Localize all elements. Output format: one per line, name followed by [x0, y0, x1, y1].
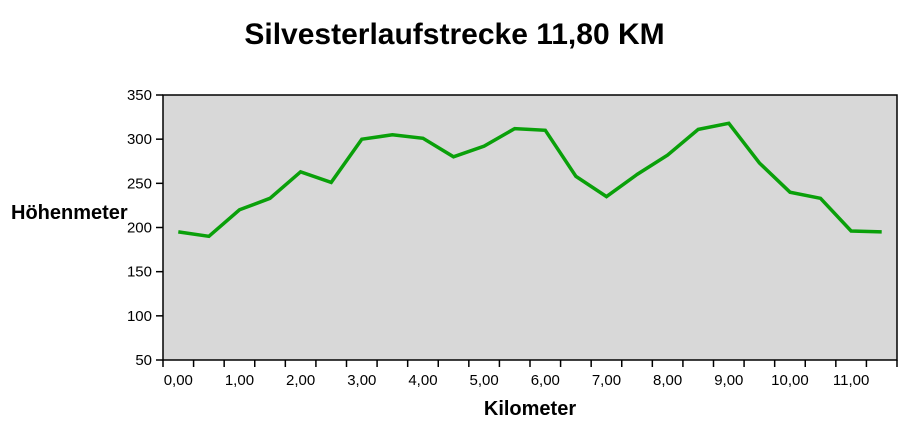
- x-axis-tick-label: 7,00: [592, 372, 621, 389]
- plot-area: [162, 94, 898, 361]
- chart-title: Silvesterlaufstrecke 11,80 KM: [244, 18, 665, 51]
- x-axis-tick-label: 4,00: [408, 372, 437, 389]
- y-axis-tick-label: 350: [127, 87, 152, 104]
- x-axis-tick-label: 2,00: [286, 372, 315, 389]
- x-axis-tick-label: 3,00: [347, 372, 376, 389]
- x-axis-tick-label: 5,00: [470, 372, 499, 389]
- y-axis-tick-label: 50: [135, 352, 152, 369]
- x-axis-tick-label: 9,00: [714, 372, 743, 389]
- y-axis-title: Höhenmeter: [11, 202, 128, 224]
- y-axis-tick-label: 200: [127, 220, 152, 237]
- x-axis-tick-label: 1,00: [225, 372, 254, 389]
- y-axis-tick-label: 100: [127, 308, 152, 325]
- x-axis-tick-label: 8,00: [653, 372, 682, 389]
- x-axis-tick-label: 10,00: [771, 372, 809, 389]
- x-axis-title: Kilometer: [483, 398, 577, 420]
- y-axis-tick-label: 150: [127, 264, 152, 281]
- x-axis-tick-label: 0,00: [164, 372, 193, 389]
- x-axis-tick-label: 6,00: [531, 372, 560, 389]
- y-axis-tick-label: 250: [127, 175, 152, 192]
- elevation-line: [178, 121, 882, 239]
- y-axis-tick-label: 300: [127, 131, 152, 148]
- x-axis-tick-label: 11,00: [833, 372, 869, 389]
